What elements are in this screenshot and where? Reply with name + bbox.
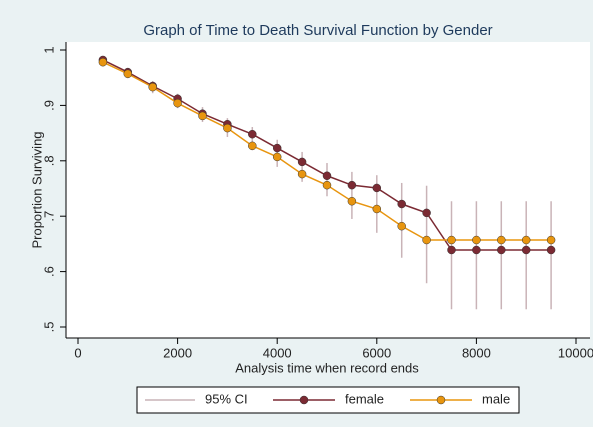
point xyxy=(546,245,556,255)
x-tick-label: 6000 xyxy=(362,345,391,360)
chart-title: Graph of Time to Death Survival Function… xyxy=(143,22,492,39)
legend-label: female xyxy=(345,391,384,406)
point xyxy=(447,235,456,245)
point xyxy=(422,235,431,245)
point xyxy=(297,157,307,167)
point xyxy=(521,235,531,245)
y-tick-label: 1 xyxy=(41,46,56,53)
point xyxy=(347,180,357,190)
point xyxy=(397,199,406,209)
point xyxy=(521,245,531,255)
point xyxy=(472,235,481,245)
legend-label: 95% CI xyxy=(205,391,248,406)
x-tick-label: 10000 xyxy=(558,345,593,360)
x-tick-label: 4000 xyxy=(263,345,292,360)
y-tick-label: .9 xyxy=(41,100,56,111)
legend-marker xyxy=(436,395,446,405)
y-tick-label: .7 xyxy=(41,211,56,222)
point xyxy=(472,245,481,255)
point xyxy=(397,221,406,231)
point xyxy=(272,152,282,162)
point xyxy=(272,143,282,153)
point xyxy=(497,245,506,255)
point xyxy=(123,69,133,79)
x-tick-label: 2000 xyxy=(163,345,192,360)
point xyxy=(248,141,257,151)
point xyxy=(173,98,182,108)
point xyxy=(223,123,232,133)
x-axis-title: Analysis time when record ends xyxy=(235,360,419,375)
y-axis-title: Proportion Surviving xyxy=(29,131,44,248)
legend-marker xyxy=(299,395,309,405)
point xyxy=(497,235,506,245)
legend-label: male xyxy=(482,391,510,406)
point xyxy=(372,183,382,193)
point xyxy=(372,204,382,214)
point xyxy=(422,208,431,218)
x-tick-label: 0 xyxy=(74,345,81,360)
point xyxy=(98,57,108,67)
point xyxy=(447,245,456,255)
point xyxy=(347,196,357,206)
point xyxy=(198,111,207,121)
plot-area xyxy=(66,42,590,338)
point xyxy=(248,129,257,139)
y-tick-label: .5 xyxy=(41,322,56,333)
y-tick-label: .6 xyxy=(41,266,56,277)
point xyxy=(322,180,332,190)
point xyxy=(297,169,307,179)
y-tick-label: .8 xyxy=(41,155,56,166)
x-tick-label: 8000 xyxy=(462,345,491,360)
point xyxy=(322,171,332,181)
point xyxy=(148,82,157,92)
point xyxy=(546,235,556,245)
